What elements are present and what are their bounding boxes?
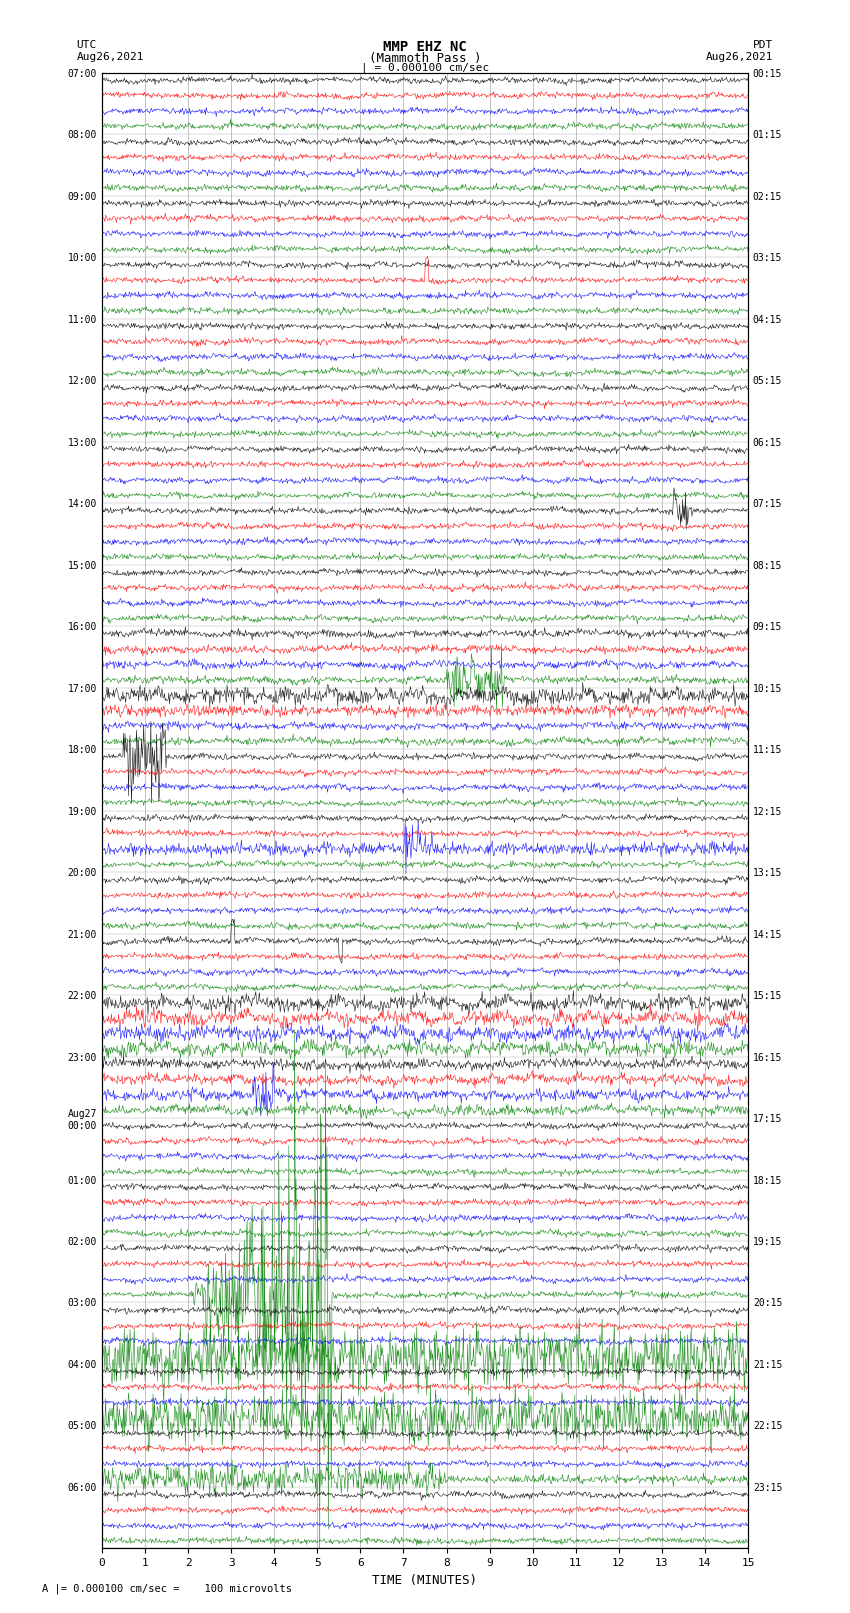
Text: (Mammoth Pass ): (Mammoth Pass ) <box>369 52 481 65</box>
Text: | = 0.000100 cm/sec: | = 0.000100 cm/sec <box>361 63 489 74</box>
Text: PDT: PDT <box>753 40 774 50</box>
Text: MMP EHZ NC: MMP EHZ NC <box>383 40 467 55</box>
Text: A |= 0.000100 cm/sec =    100 microvolts: A |= 0.000100 cm/sec = 100 microvolts <box>42 1582 292 1594</box>
X-axis label: TIME (MINUTES): TIME (MINUTES) <box>372 1574 478 1587</box>
Text: Aug26,2021: Aug26,2021 <box>76 52 144 61</box>
Text: UTC: UTC <box>76 40 97 50</box>
Text: Aug26,2021: Aug26,2021 <box>706 52 774 61</box>
